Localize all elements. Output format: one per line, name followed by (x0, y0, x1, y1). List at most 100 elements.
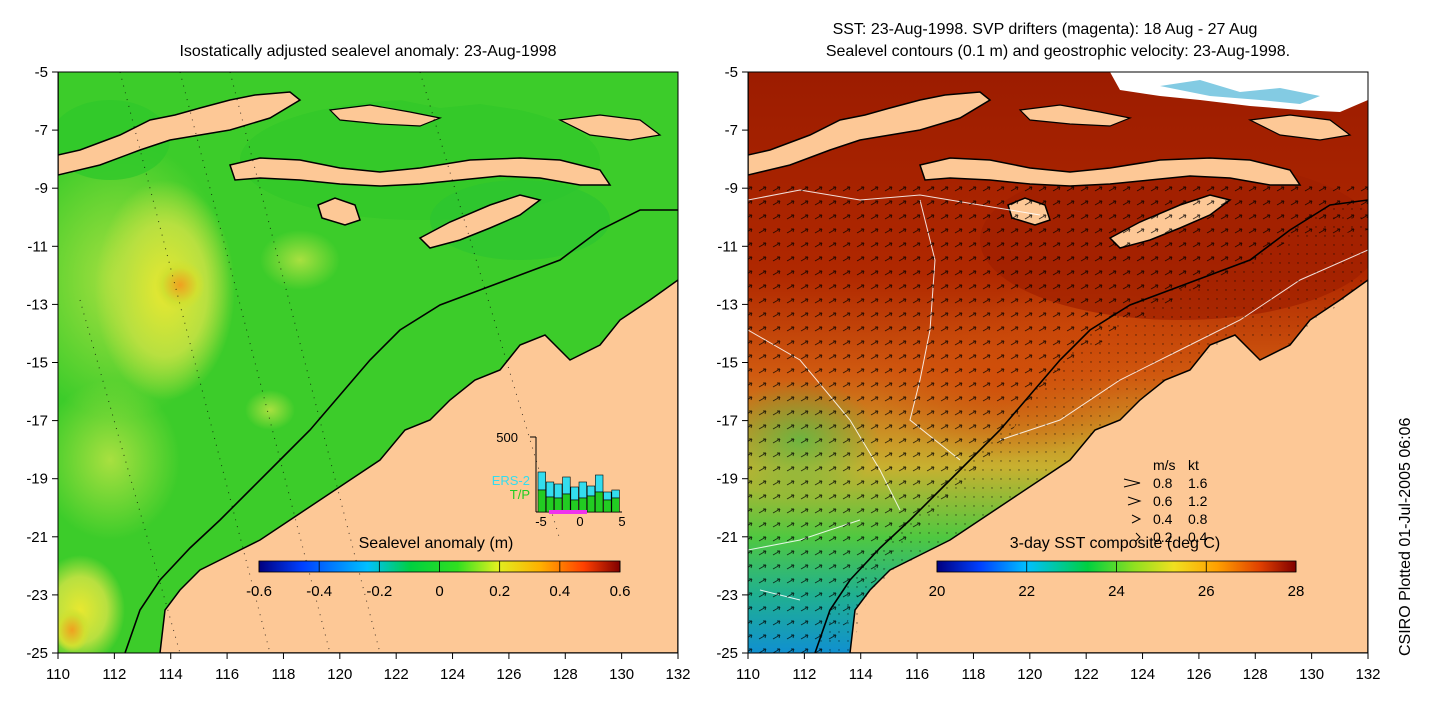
right-title-line2: Sealevel contours (0.1 m) and geostrophi… (826, 43, 1290, 60)
colorbar-tick-label: 22 (1018, 583, 1035, 600)
velocity-legend-kt-header: kt (1188, 457, 1199, 473)
x-tick-label: 130 (609, 666, 634, 683)
land-north-top (290, 72, 678, 120)
histogram-label-ers2: ERS-2 (492, 473, 530, 488)
x-tick-label: 124 (440, 666, 465, 683)
colorbar-tick-label: 0 (435, 583, 443, 600)
histogram-xtick-m5: -5 (535, 514, 547, 529)
histogram-ymax: 500 (496, 430, 518, 445)
x-tick-label: 122 (1074, 666, 1099, 683)
histogram-bar-ers2 (562, 476, 571, 495)
y-tick-label: -19 (716, 471, 738, 488)
y-tick-label: -9 (725, 180, 738, 197)
x-tick-label: 110 (736, 666, 760, 683)
x-tick-label: 126 (1186, 666, 1211, 683)
histogram-bar-tp (545, 496, 555, 513)
velocity-legend-kt: 1.2 (1188, 493, 1208, 509)
x-tick-label: 114 (849, 666, 873, 683)
histogram-bar-tp (611, 497, 620, 513)
right-y-axis: -5 -7 -9 -11 -13 -15 -17 -19 -21 -23 -25 (716, 64, 748, 662)
sla-colorbar: Sealevel anomaly (m) -0.6 -0.4 -0.2 0 0.2 0.4… (246, 535, 630, 600)
y-tick-label: -23 (26, 587, 48, 604)
velocity-legend-ms: 0.2 (1153, 529, 1173, 545)
colorbar-tick-label: 26 (1198, 583, 1215, 600)
y-tick-label: -21 (716, 529, 738, 546)
x-tick-label: 110 (46, 666, 70, 683)
land-sumba (317, 197, 361, 226)
y-tick-label: -11 (717, 238, 738, 255)
y-tick-label: -17 (26, 413, 48, 430)
y-tick-label: -7 (725, 122, 738, 139)
colorbar-tick-label: -0.2 (366, 583, 392, 600)
y-tick-label: -5 (725, 64, 738, 81)
histogram-bar-tp (554, 497, 563, 513)
histogram-bar-tp (562, 493, 571, 513)
velocity-arrow-icon (1123, 478, 1141, 488)
histogram-bar-ers2 (611, 489, 620, 499)
velocity-legend-kt: 0.4 (1188, 529, 1208, 545)
y-tick-label: -7 (35, 122, 48, 139)
velocity-legend-ms: 0.6 (1153, 493, 1173, 509)
land-timor (418, 194, 542, 249)
y-tick-label: -9 (35, 180, 48, 197)
colorbar-tick-label: -0.6 (246, 583, 272, 600)
histogram-drifter-bar (549, 510, 587, 514)
velocity-legend-kt: 0.8 (1188, 511, 1208, 527)
colorbar-tick-label: 20 (929, 583, 946, 600)
velocity-legend-kt: 1.6 (1188, 475, 1208, 491)
credit-label: CSIRO Plotted 01-Jul-2005 06:06 (1397, 418, 1414, 656)
histogram-bar-tp (603, 499, 612, 513)
velocity-arrow-icon (1131, 514, 1142, 524)
x-tick-label: 132 (665, 666, 690, 683)
colorbar-tick-label: 24 (1108, 583, 1125, 600)
histogram-bar-tp (578, 497, 587, 513)
x-tick-label: 126 (496, 666, 521, 683)
y-tick-label: -25 (716, 645, 738, 662)
right-panel: SST: 23-Aug-1998. SVP drifters (magenta)… (716, 21, 1380, 683)
y-tick-label: -23 (716, 587, 738, 604)
y-tick-label: -11 (27, 238, 48, 255)
x-tick-label: 120 (327, 666, 352, 683)
land-islands (229, 157, 612, 187)
histogram-xtick-0: 0 (576, 514, 583, 529)
x-tick-label: 118 (961, 666, 985, 683)
left-x-axis: 110 112 114 116 118 120 122 124 126 128 130 132 (46, 653, 691, 683)
histogram-bar-ers2 (578, 481, 587, 499)
y-tick-label: -13 (26, 296, 48, 313)
velocity-legend-ms: 0.4 (1153, 511, 1173, 527)
land-java (58, 72, 302, 176)
histogram-bar-ers2 (537, 471, 546, 491)
colorbar-tick-label: 0.2 (489, 583, 510, 600)
histogram-bar-tp (537, 489, 546, 513)
velocity-arrow-icon (1127, 496, 1142, 506)
histogram-bar-ers2 (586, 485, 596, 497)
x-tick-label: 116 (215, 666, 239, 683)
x-tick-label: 132 (1355, 666, 1380, 683)
histogram-bar-ers2 (554, 483, 563, 499)
velocity-legend: m/s kt 0.8 1.6 0.6 1.2 0.4 0.8 0.2 0.4 (1123, 457, 1208, 545)
x-tick-label: 128 (1243, 666, 1268, 683)
sst-colorbar-label: 3-day SST composite (deg C) (1010, 535, 1220, 552)
histogram-bar-tp (595, 491, 604, 513)
velocity-legend-ms-header: m/s (1153, 457, 1176, 473)
x-tick-label: 122 (384, 666, 409, 683)
left-map (58, 72, 678, 653)
right-x-axis: 110 112 114 116 118 120 122 124 126 128 130 132 (736, 653, 1381, 683)
velocity-legend-ms: 0.8 (1153, 475, 1173, 491)
histogram-bar-tp (586, 495, 596, 513)
sst-colorbar: 3-day SST composite (deg C) 20 22 24 26 28 (929, 535, 1305, 600)
left-y-axis: -5 -7 -9 -11 -13 -15 -17 -19 -21 -23 -25 (26, 64, 58, 662)
x-tick-label: 112 (102, 666, 126, 683)
colorbar-tick-label: 0.6 (610, 583, 631, 600)
y-tick-label: -17 (716, 413, 738, 430)
histogram-inset: 500 ERS-2 T/P -5 0 5 (492, 430, 626, 529)
histogram-bar-ers2 (595, 474, 604, 493)
y-tick-label: -5 (35, 64, 48, 81)
y-tick-label: -25 (26, 645, 48, 662)
histogram-xtick-5: 5 (618, 514, 625, 529)
y-tick-label: -15 (716, 355, 738, 372)
x-tick-label: 124 (1130, 666, 1155, 683)
sla-colorbar-label: Sealevel anomaly (m) (359, 535, 514, 552)
right-title-line1: SST: 23-Aug-1998. SVP drifters (magenta)… (833, 21, 1258, 38)
